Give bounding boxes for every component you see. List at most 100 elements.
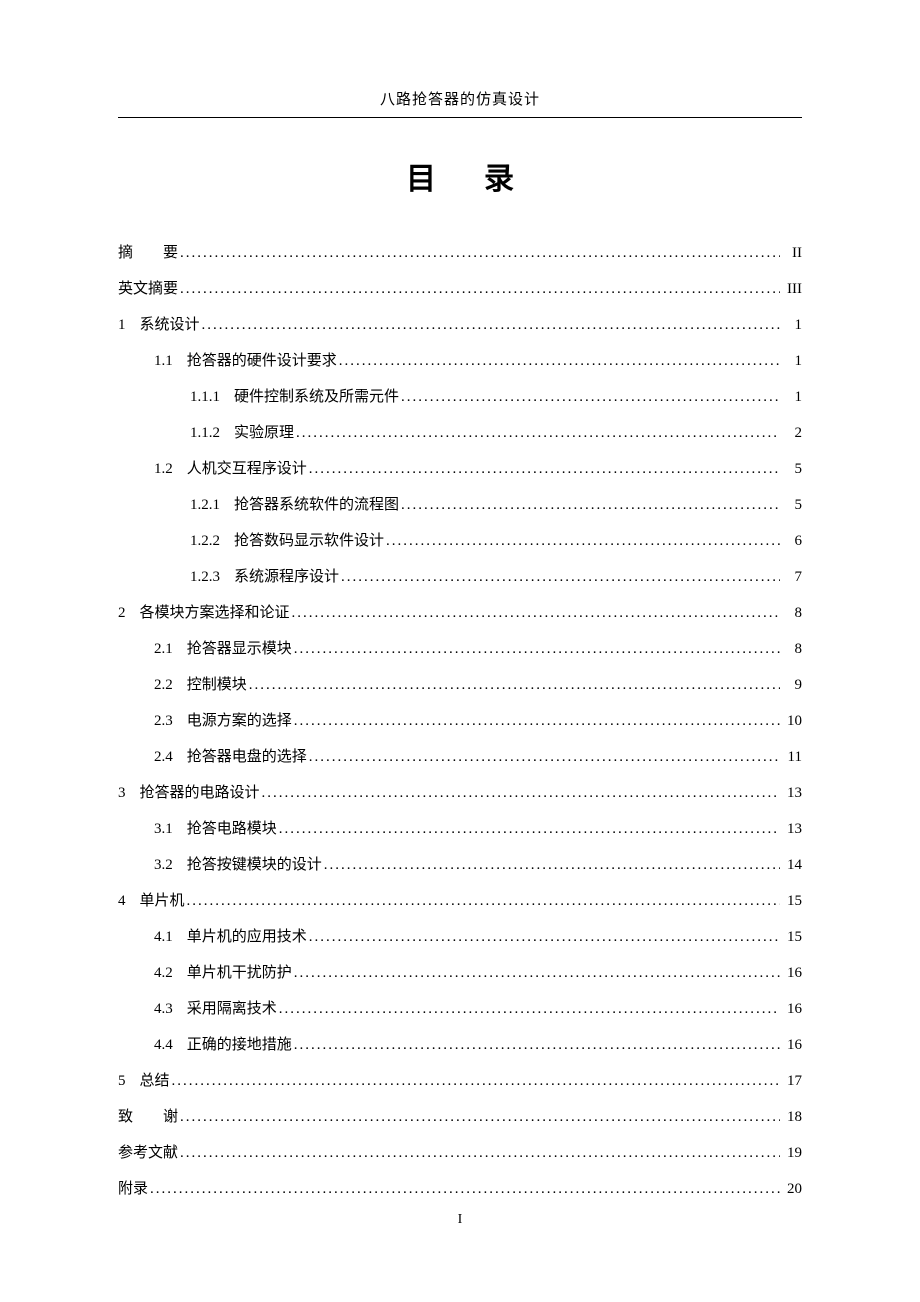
toc-entry-number: 2.1 [154,640,173,658]
toc-entry-text: 抢答器显示模块 [187,641,292,657]
toc-entry-label: 4.1单片机的应用技术 [154,928,307,946]
toc-entry-label: 1.1.2实验原理 [190,424,294,442]
toc-entry-page: 5 [782,496,802,514]
toc-entry-label: 4.4正确的接地措施 [154,1036,292,1054]
toc-leader-dots [249,676,780,694]
toc-entry-label: 2.4抢答器电盘的选择 [154,748,307,766]
toc-entry: 3.2 抢答按键模块的设计 14 [118,856,802,874]
toc-entry-page: 11 [782,748,802,766]
toc-entry-label: 致 谢 [118,1108,178,1126]
toc-entry: 1.2.2抢答数码显示软件设计6 [118,532,802,550]
toc-entry-number: 1.1 [154,352,173,370]
toc-entry-page: 15 [782,928,802,946]
toc-entry-page: 1 [782,316,802,334]
toc-entry-label: 3.2 抢答按键模块的设计 [154,856,322,874]
toc-entry-label: 2.1 抢答器显示模块 [154,640,292,658]
toc-entry-label: 摘 要 [118,244,178,262]
toc-entry-number: 4.2 [154,964,173,982]
toc-entry-page: 16 [782,1000,802,1018]
toc-entry: 2.2控制模块9 [118,676,802,694]
toc-entry: 2.4抢答器电盘的选择 11 [118,748,802,766]
toc-leader-dots [309,748,780,766]
toc-entry-label: 1.2人机交互程序设计 [154,460,307,478]
toc-entry-text: 参考文献 [118,1145,178,1161]
toc-leader-dots [202,316,780,334]
toc-entry-label: 英文摘要 [118,280,178,298]
table-of-contents: 摘 要II英文摘要III1系统设计11.1抢答器的硬件设计要求11.1.1硬件控… [118,244,802,1198]
toc-entry-number: 3 [118,784,126,802]
toc-entry-page: 14 [782,856,802,874]
toc-entry: 英文摘要III [118,280,802,298]
toc-entry-number: 2 [118,604,126,622]
toc-entry-page: 7 [782,568,802,586]
toc-entry-label: 1.2.3系统源程序设计 [190,568,339,586]
toc-entry-number: 3.2 [154,856,173,874]
toc-entry-label: 附录 [118,1180,148,1198]
toc-entry-number: 4.4 [154,1036,173,1054]
toc-title: 目录 [118,154,802,198]
toc-entry-label: 1.1抢答器的硬件设计要求 [154,352,337,370]
toc-entry: 致 谢 18 [118,1108,802,1126]
toc-entry: 附录 20 [118,1180,802,1198]
toc-leader-dots [294,640,780,658]
toc-entry-number: 1.2.1 [190,496,220,514]
toc-leader-dots [292,604,780,622]
toc-entry: 1.2.3系统源程序设计 7 [118,568,802,586]
toc-entry-number: 1.1.1 [190,388,220,406]
toc-entry-text: 采用隔离技术 [187,1001,277,1017]
toc-entry-page: 18 [782,1108,802,1126]
toc-entry-page: 20 [782,1180,802,1198]
toc-leader-dots [187,892,780,910]
toc-entry-number: 1.2 [154,460,173,478]
toc-entry: 1.2.1抢答器系统软件的流程图5 [118,496,802,514]
toc-entry: 3抢答器的电路设计13 [118,784,802,802]
toc-entry-text: 抢答器的电路设计 [140,785,260,801]
toc-leader-dots [279,1000,780,1018]
toc-entry-number: 4.1 [154,928,173,946]
toc-leader-dots [150,1180,780,1198]
toc-entry: 1.1.1硬件控制系统及所需元件1 [118,388,802,406]
toc-leader-dots [180,280,780,298]
toc-leader-dots [180,1108,780,1126]
toc-entry-number: 2.2 [154,676,173,694]
toc-entry: 4.2单片机干扰防护16 [118,964,802,982]
toc-leader-dots [401,496,780,514]
toc-entry: 1 系统设计 1 [118,316,802,334]
toc-entry-page: 5 [782,460,802,478]
toc-entry-page: 15 [782,892,802,910]
toc-entry: 5总结17 [118,1072,802,1090]
toc-leader-dots [262,784,780,802]
toc-entry-page: 16 [782,1036,802,1054]
toc-entry-number: 1.2.3 [190,568,220,586]
toc-entry-label: 1.2.2抢答数码显示软件设计 [190,532,384,550]
toc-entry-page: 8 [782,640,802,658]
toc-leader-dots [386,532,780,550]
toc-entry: 1.1抢答器的硬件设计要求1 [118,352,802,370]
toc-leader-dots [180,1144,780,1162]
toc-entry-label: 4单片机 [118,892,185,910]
toc-entry-text: 英文摘要 [118,281,178,297]
toc-entry-text: 抢答数码显示软件设计 [234,533,384,549]
toc-entry-text: 抢答电路模块 [187,821,277,837]
toc-entry: 4单片机 15 [118,892,802,910]
toc-entry-text: 控制模块 [187,677,247,693]
toc-leader-dots [341,568,780,586]
toc-leader-dots [339,352,780,370]
toc-entry-number: 1 [118,316,126,334]
toc-entry-page: 13 [782,820,802,838]
toc-entry-text: 电源方案的选择 [187,713,292,729]
toc-entry-number: 4.3 [154,1000,173,1018]
toc-entry-label: 2.3电源方案的选择 [154,712,292,730]
toc-entry-label: 1.1.1硬件控制系统及所需元件 [190,388,399,406]
toc-entry-page: 19 [782,1144,802,1162]
toc-entry-text: 抢答按键模块的设计 [187,857,322,873]
toc-entry-text: 单片机干扰防护 [187,965,292,981]
toc-entry: 4.3 采用隔离技术 16 [118,1000,802,1018]
toc-entry: 参考文献 19 [118,1144,802,1162]
toc-leader-dots [309,460,780,478]
toc-entry-number: 2.4 [154,748,173,766]
toc-entry-text: 摘 要 [118,245,178,261]
toc-leader-dots [296,424,780,442]
toc-entry-text: 系统设计 [140,317,200,333]
toc-entry-label: 3.1抢答电路模块 [154,820,277,838]
